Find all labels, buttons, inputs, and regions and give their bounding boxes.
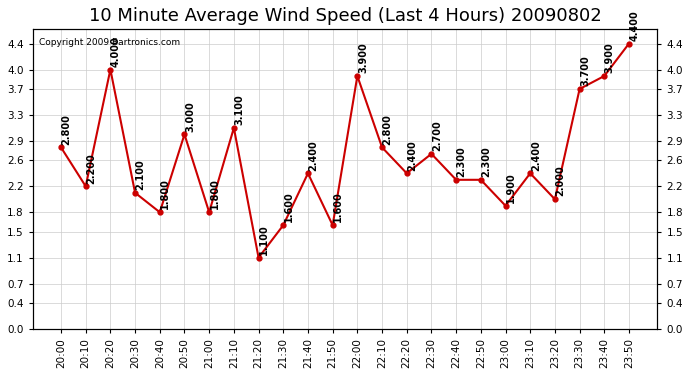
Text: 2.800: 2.800	[61, 114, 72, 145]
Text: 1.100: 1.100	[259, 224, 269, 255]
Text: 3.900: 3.900	[605, 42, 615, 73]
Text: 3.000: 3.000	[185, 101, 195, 132]
Text: 1.800: 1.800	[210, 178, 219, 210]
Text: 2.300: 2.300	[457, 146, 466, 177]
Text: 2.400: 2.400	[407, 140, 417, 171]
Text: 2.400: 2.400	[531, 140, 541, 171]
Text: 1.600: 1.600	[284, 192, 294, 222]
Text: 2.300: 2.300	[482, 146, 491, 177]
Title: 10 Minute Average Wind Speed (Last 4 Hours) 20090802: 10 Minute Average Wind Speed (Last 4 Hou…	[88, 7, 602, 25]
Text: 2.700: 2.700	[432, 120, 442, 151]
Text: 1.800: 1.800	[160, 178, 170, 210]
Text: 3.700: 3.700	[580, 56, 590, 86]
Text: 1.600: 1.600	[333, 192, 343, 222]
Text: 3.900: 3.900	[358, 42, 368, 73]
Text: 2.200: 2.200	[86, 153, 96, 183]
Text: 2.400: 2.400	[308, 140, 319, 171]
Text: 3.100: 3.100	[235, 94, 244, 125]
Text: 2.100: 2.100	[136, 159, 146, 190]
Text: 2.000: 2.000	[555, 166, 566, 196]
Text: 1.900: 1.900	[506, 172, 516, 203]
Text: 4.000: 4.000	[111, 36, 121, 67]
Text: 4.400: 4.400	[629, 10, 640, 41]
Text: 2.800: 2.800	[382, 114, 393, 145]
Text: Copyright 2009 Bartronics.com: Copyright 2009 Bartronics.com	[39, 38, 180, 47]
